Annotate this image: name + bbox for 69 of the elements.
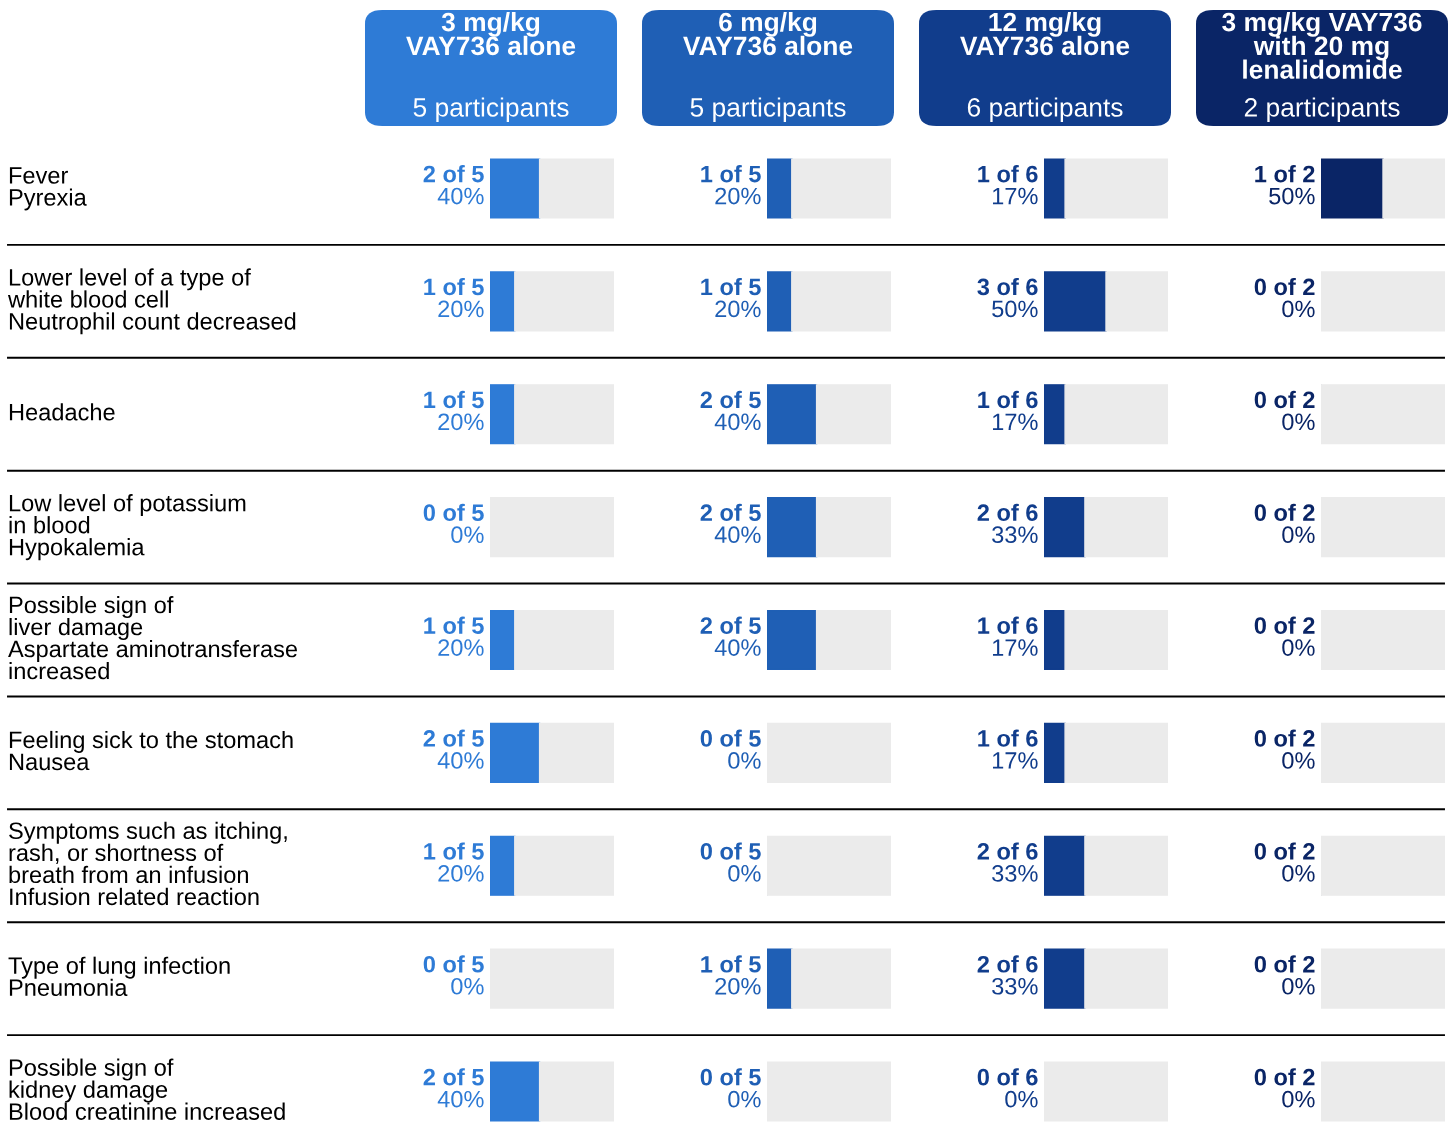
data-label: 0 of 5 0% xyxy=(700,842,761,882)
data-label: 0 of 6 0% xyxy=(977,1068,1038,1108)
data-label: 3 of 6 50% xyxy=(977,277,1038,318)
y-tick-label: Feeling sick to the stomach Nausea xyxy=(9,730,293,771)
data-label: 0 of 5 0% xyxy=(423,503,484,544)
data-label: 1 of 5 20% xyxy=(424,277,484,318)
data-label: 0 of 2 0% xyxy=(1254,1068,1315,1108)
bar xyxy=(1105,271,1168,332)
data-label: 2 of 5 40% xyxy=(423,165,484,205)
bar xyxy=(1044,609,1066,671)
data-label: 0 of 2 0% xyxy=(1254,842,1315,882)
data-label: 2 of 5 40% xyxy=(423,729,484,769)
data-label: 1 of 6 17% xyxy=(978,165,1038,205)
data-label: 2 of 5 40% xyxy=(423,1068,484,1108)
data-label: 1 of 5 20% xyxy=(701,277,761,318)
bar xyxy=(1084,948,1168,1009)
bar xyxy=(1044,497,1086,558)
bar xyxy=(1044,384,1066,445)
y-tick-label: Symptoms such as itching, rash, or shortness of breath from an infusion Infusion related reaction xyxy=(9,821,287,906)
data-label: 0 of 2 0% xyxy=(1254,729,1315,769)
bar xyxy=(1064,722,1168,783)
data-label: 0 of 2 0% xyxy=(1254,955,1315,995)
y-tick-label: Possible sign of liver damage Aspartate aminotransferase increased xyxy=(8,595,297,680)
y-tick-label: Lower level of a type of white blood cell Neutrophil count decreased xyxy=(7,268,296,335)
y-tick-label: Type of lung infection Pneumonia xyxy=(8,956,230,997)
data-label: 0 of 5 0% xyxy=(700,729,761,769)
data-label: 0 of 2 0% xyxy=(1254,390,1315,431)
chart-title: 12 mg/kg VAY736 alone xyxy=(960,12,1130,56)
chart-title: 3 mg/kg VAY736 alone xyxy=(406,12,576,56)
bar xyxy=(1044,158,1066,219)
chart-title: 6 mg/kg VAY736 alone xyxy=(683,12,853,56)
chart-subtitle: 5 participants xyxy=(690,97,846,122)
data-label: 1 of 6 17% xyxy=(978,390,1038,431)
data-label: 2 of 5 40% xyxy=(700,503,761,544)
data-label: 1 of 5 20% xyxy=(701,165,761,205)
chart-title: 3 mg/kg VAY736 with 20 mg lenalidomide xyxy=(1222,12,1422,79)
bar xyxy=(1084,835,1168,896)
y-tick-label: Fever Pyrexia xyxy=(9,167,87,211)
bar xyxy=(1084,497,1168,558)
data-label: 2 of 6 33% xyxy=(977,503,1038,544)
data-label: 1 of 5 20% xyxy=(424,616,484,656)
chart-subtitle: 6 participants xyxy=(967,97,1123,122)
chart-subtitle: 5 participants xyxy=(413,97,569,122)
data-label: 0 of 2 0% xyxy=(1254,616,1315,656)
data-label: 2 of 5 40% xyxy=(700,390,761,431)
data-label: 1 of 5 20% xyxy=(424,390,484,431)
data-label: 2 of 6 33% xyxy=(977,842,1038,882)
bar xyxy=(1044,835,1086,896)
bar xyxy=(1044,271,1107,332)
data-label: 0 of 5 0% xyxy=(423,955,484,995)
data-label: 1 of 6 17% xyxy=(978,729,1038,769)
y-tick-label: Headache xyxy=(9,403,115,421)
data-label: 0 of 5 0% xyxy=(700,1068,761,1108)
bar xyxy=(1044,948,1086,1009)
chart-subtitle: 2 participants xyxy=(1244,97,1400,122)
data-label: 2 of 6 33% xyxy=(977,955,1038,995)
bar xyxy=(1064,609,1168,671)
bar xyxy=(1064,158,1168,219)
data-label: 1 of 5 20% xyxy=(424,842,484,882)
data-label: 0 of 2 0% xyxy=(1254,503,1315,544)
y-tick-label: Low level of potassium in blood Hypokalemia xyxy=(9,494,246,561)
data-label: 1 of 5 20% xyxy=(701,955,761,995)
data-label: 2 of 5 40% xyxy=(700,616,761,656)
bar xyxy=(1064,384,1168,445)
data-label: 0 of 2 0% xyxy=(1254,277,1315,318)
bar xyxy=(1044,722,1066,783)
y-tick-label: Possible sign of kidney damage Blood creatinine increased xyxy=(9,1058,285,1120)
data-label: 1 of 2 50% xyxy=(1255,165,1315,205)
data-label: 1 of 6 17% xyxy=(978,616,1038,656)
